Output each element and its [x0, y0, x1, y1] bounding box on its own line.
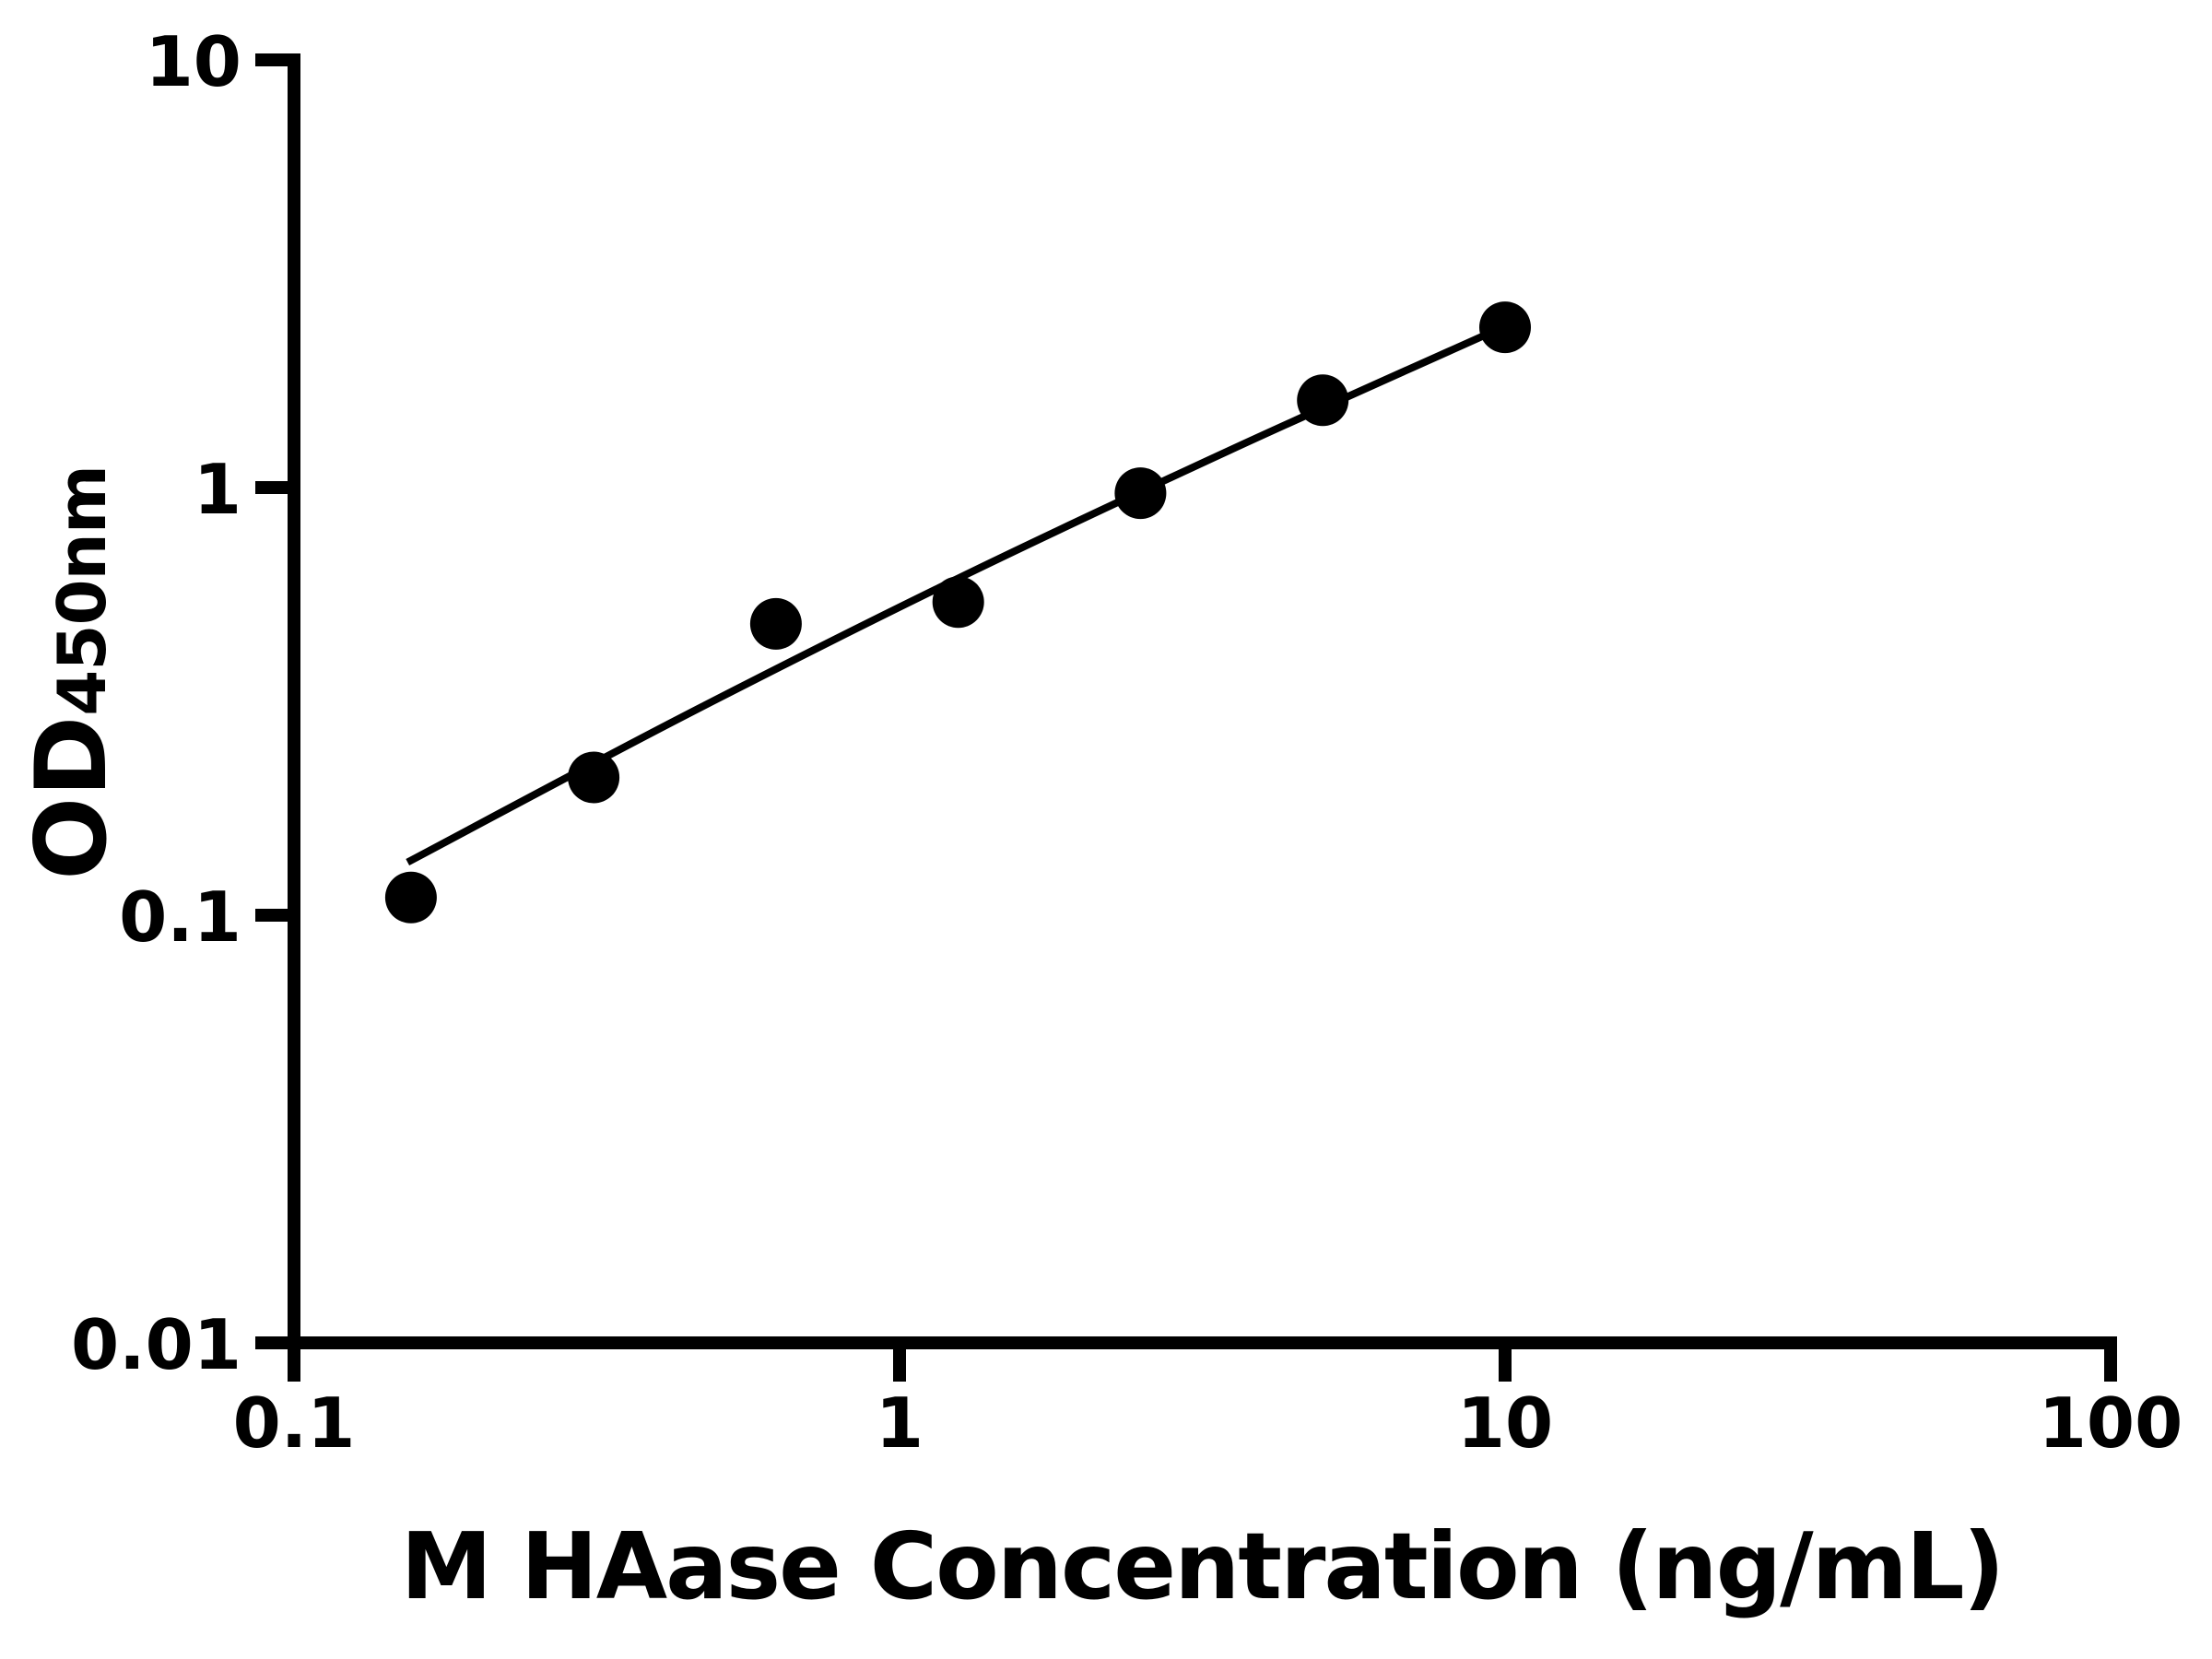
x-axis-title: M HAase Concentration (ng/mL) — [400, 1512, 2006, 1620]
x-tick-label: 0.1 — [233, 1382, 356, 1464]
data-point — [749, 597, 802, 650]
data-point — [932, 576, 984, 629]
y-tick-label: 0.01 — [71, 1304, 241, 1385]
data-point — [384, 871, 437, 924]
x-tick-label: 10 — [1457, 1382, 1553, 1464]
data-point — [1297, 374, 1349, 427]
data-point — [1479, 301, 1531, 354]
y-axis-title: OD450nm — [15, 465, 128, 880]
x-tick-label: 100 — [2039, 1382, 2183, 1464]
y-axis-title-main: OD — [15, 715, 128, 880]
y-tick-label: 0.1 — [119, 877, 241, 958]
data-point — [568, 751, 620, 804]
y-axis-title-subscript: 450nm — [43, 465, 121, 716]
x-tick-label: 1 — [876, 1382, 924, 1464]
data-point — [1114, 467, 1167, 520]
y-tick-label: 10 — [146, 21, 241, 102]
y-tick-label: 1 — [194, 449, 241, 530]
